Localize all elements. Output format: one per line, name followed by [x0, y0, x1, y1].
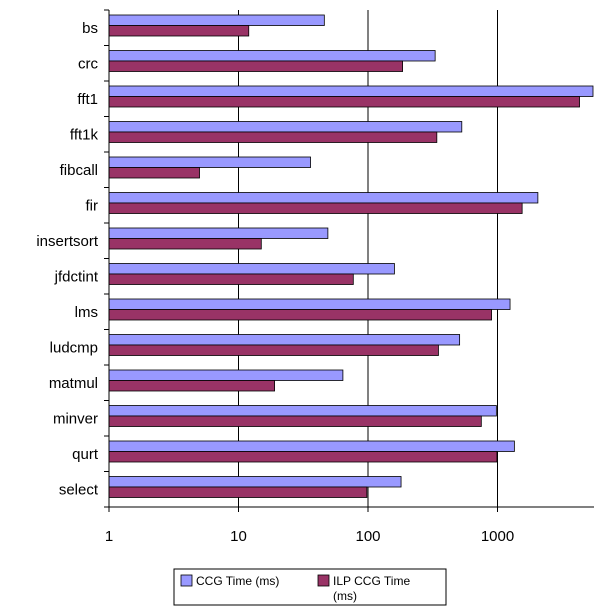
bar-lms-ccg [108, 298, 511, 310]
x-tick-labels: 1 10 100 1000 [105, 528, 514, 545]
bar-fft1k-ilp-ccg [108, 131, 438, 143]
bar-crc-ccg [108, 50, 436, 62]
bar-matmul-ilp-ccg [108, 380, 275, 392]
bar-insertsort-ilp-ccg [108, 238, 262, 250]
bar-jfdctint-ilp-ccg [108, 273, 354, 285]
bar-qurt-ilp-ccg [108, 451, 498, 463]
legend-swatch-ilp-ccg [317, 574, 330, 587]
bar-ludcmp-ccg [108, 334, 461, 346]
category-label: minver [53, 410, 98, 427]
bar-bs-ilp-ccg [108, 25, 250, 37]
bar-qurt-ccg [108, 440, 515, 452]
legend: CCG Time (ms) ILP CCG Time (ms) [173, 568, 447, 606]
bar-insertsort-ccg [108, 227, 329, 239]
category-label: bs [82, 20, 98, 37]
category-labels: bs crc fft1 fft1k fibcall fir insertsort jfdcti… [36, 20, 99, 499]
bar-fft1-ilp-ccg [108, 96, 580, 108]
legend-swatch-ccg [180, 574, 193, 587]
x-tick-label: 1000 [481, 528, 514, 545]
category-label: jfdctint [54, 268, 99, 285]
bar-fibcall-ccg [108, 156, 311, 168]
bar-bs-ccg [108, 14, 325, 26]
bar-fft1k-ccg [108, 121, 463, 133]
category-label: lms [75, 304, 98, 321]
bar-select-ilp-ccg [108, 486, 368, 498]
legend-label-ilp-ccg: ILP CCG Time (ms) [333, 574, 410, 603]
axes [104, 9, 594, 512]
bar-fibcall-ilp-ccg [108, 167, 200, 179]
bar-jfdctint-ccg [108, 263, 395, 275]
category-label: matmul [49, 375, 98, 392]
bar-crc-ilp-ccg [108, 60, 403, 72]
bar-minver-ccg [108, 405, 497, 417]
category-label: fibcall [60, 162, 98, 179]
category-label: select [59, 481, 99, 498]
category-label: ludcmp [50, 339, 98, 356]
x-tick-label: 10 [230, 528, 247, 545]
category-label: fft1 [77, 91, 98, 108]
legend-label-ccg: CCG Time (ms) [196, 574, 279, 588]
category-label: insertsort [36, 233, 99, 250]
category-label: crc [78, 55, 98, 72]
legend-box [173, 568, 447, 606]
x-tick-label: 100 [355, 528, 380, 545]
bar-minver-ilp-ccg [108, 415, 482, 427]
category-label: qurt [72, 446, 99, 463]
bar-select-ccg [108, 476, 402, 488]
bar-lms-ilp-ccg [108, 309, 492, 321]
category-label: fft1k [70, 126, 99, 143]
category-label: fir [86, 197, 99, 214]
bar-fir-ilp-ccg [108, 202, 523, 214]
x-tick-label: 1 [105, 528, 113, 545]
bars [108, 14, 594, 498]
bar-matmul-ccg [108, 369, 344, 381]
bar-fft1-ccg [108, 85, 594, 97]
bar-fir-ccg [108, 192, 539, 204]
gridlines [238, 10, 498, 507]
bar-ludcmp-ilp-ccg [108, 344, 439, 356]
